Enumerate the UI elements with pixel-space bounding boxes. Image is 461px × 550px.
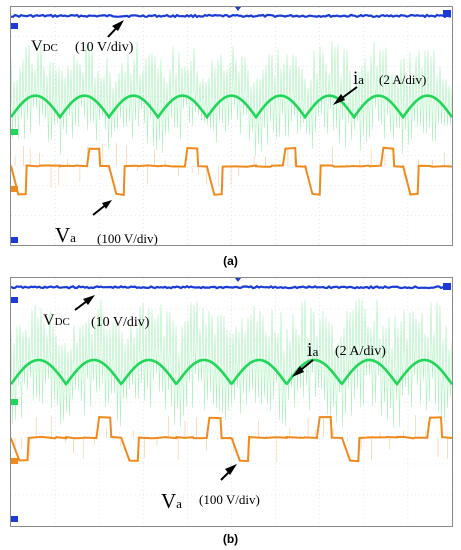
ia-trace [11,358,452,387]
ch3-marker-a [11,186,18,192]
ia-label-a: ia [353,68,364,89]
va-scale-b: (100 V/div) [199,492,260,507]
va-label-a: Va [55,223,76,245]
ia-label-b: ia [307,339,319,361]
caption-b: (b) [222,532,239,546]
vdc-scale-b: (10 V/div) [91,315,150,330]
va-label-b: Va [161,489,182,513]
ground-marker-b [11,516,18,522]
ia-arrow-a [333,86,358,105]
scope-plot-b: VDC (10 V/div) ia (2 A/div) Va (100 V/di… [11,278,452,526]
ia-ripple [11,41,452,157]
ia-trace [11,94,452,120]
traces-a [11,13,452,197]
ch3-marker-b [11,458,18,464]
caption-a: (a) [223,254,238,268]
va-arrow-a [92,200,112,216]
vdc-trace [11,13,452,19]
va-scale-a: (100 V/div) [97,231,158,245]
va-trace [11,415,452,463]
ch2-marker-a [11,129,18,135]
vdc-scale-a: (10 V/div) [75,40,134,55]
ch1-marker-a [11,10,451,29]
vdc-label-b: VDC [43,312,70,329]
trigger-marker-a [235,7,241,11]
va-spikes [14,415,448,463]
vdc-arrow-a [107,20,124,38]
scope-panel-b: VDC (10 V/div) ia (2 A/div) Va (100 V/di… [10,277,453,527]
scope-plot-a: VDC (10 V/div) ia (2 A/div) Va (100 V/di… [11,7,452,245]
va-arrow-b [220,464,237,481]
vdc-arrow-b [74,295,95,311]
ia-arrow-b [292,359,314,377]
ia-ripple [11,298,452,429]
ch2-marker-b [11,399,18,405]
ia-scale-b: (2 A/div) [335,344,386,359]
ia-scale-a: (2 A/div) [379,72,426,87]
ch1-marker-b [11,283,451,303]
traces-b [11,285,452,463]
va-trace [11,146,452,197]
trigger-marker-b [235,278,241,282]
vdc-trace [11,285,452,290]
ground-marker-a [11,237,18,243]
scope-panel-a: VDC (10 V/div) ia (2 A/div) Va (100 V/di… [10,6,453,246]
vdc-label-a: VDC [31,38,58,55]
